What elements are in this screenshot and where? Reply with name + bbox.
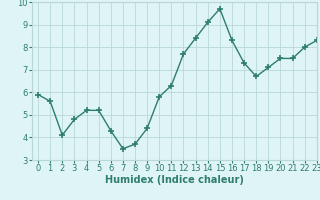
X-axis label: Humidex (Indice chaleur): Humidex (Indice chaleur) — [105, 175, 244, 185]
